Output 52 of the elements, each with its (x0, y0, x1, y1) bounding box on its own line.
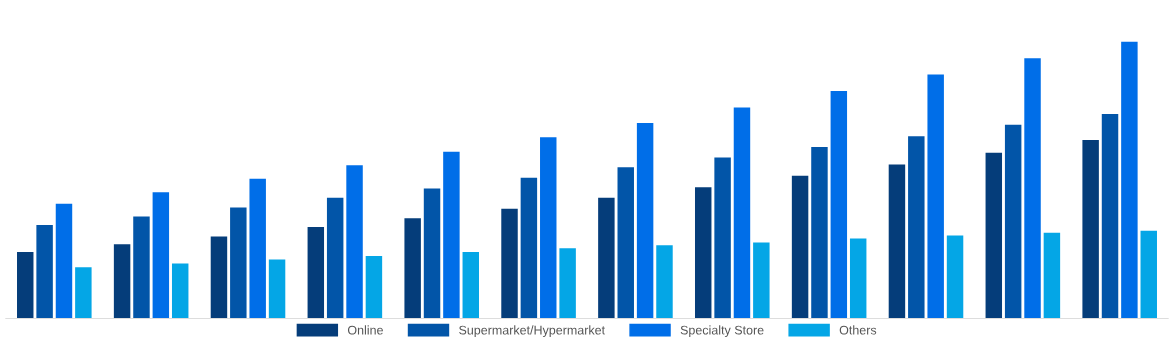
bar (753, 242, 770, 319)
bar (617, 167, 634, 319)
bar (365, 255, 383, 319)
bar (656, 245, 673, 319)
bar (540, 137, 557, 319)
bar (733, 107, 751, 319)
bar (152, 192, 170, 319)
bar (210, 236, 228, 319)
bar (113, 244, 131, 319)
bar (346, 165, 363, 319)
bar (423, 188, 441, 319)
bar (462, 252, 480, 319)
bar (75, 267, 92, 319)
bar (133, 216, 150, 319)
bar (598, 197, 615, 319)
bar (811, 146, 828, 319)
bar (888, 164, 906, 319)
bar (946, 235, 964, 319)
bar (1121, 41, 1138, 319)
bar (559, 248, 576, 319)
bar (36, 224, 53, 319)
bar (1004, 124, 1022, 319)
bar (520, 177, 538, 319)
legend-label: Supermarket/Hypermarket (459, 325, 605, 337)
bar (326, 197, 344, 319)
bar (1024, 58, 1041, 319)
bar (908, 136, 925, 319)
bar (249, 178, 266, 319)
bar (307, 226, 325, 319)
bar (1140, 230, 1157, 319)
bar (849, 238, 867, 319)
bar (1043, 232, 1061, 319)
bar (443, 151, 460, 319)
bar (55, 203, 73, 319)
bar (171, 263, 189, 319)
bar (1101, 114, 1119, 319)
legend-label: Online (347, 325, 383, 335)
bar (501, 208, 518, 319)
bar (694, 187, 712, 319)
bar (230, 207, 247, 319)
bar (17, 252, 34, 319)
bar (791, 175, 809, 319)
legend-label: Others (839, 325, 877, 335)
bar (268, 259, 286, 319)
bar (404, 218, 421, 319)
bar (1082, 140, 1099, 319)
legend-label: Specialty Store (680, 325, 764, 337)
bar (714, 157, 731, 319)
bar (636, 122, 654, 319)
bar (830, 91, 848, 319)
bar (927, 74, 944, 319)
bar (985, 152, 1003, 319)
